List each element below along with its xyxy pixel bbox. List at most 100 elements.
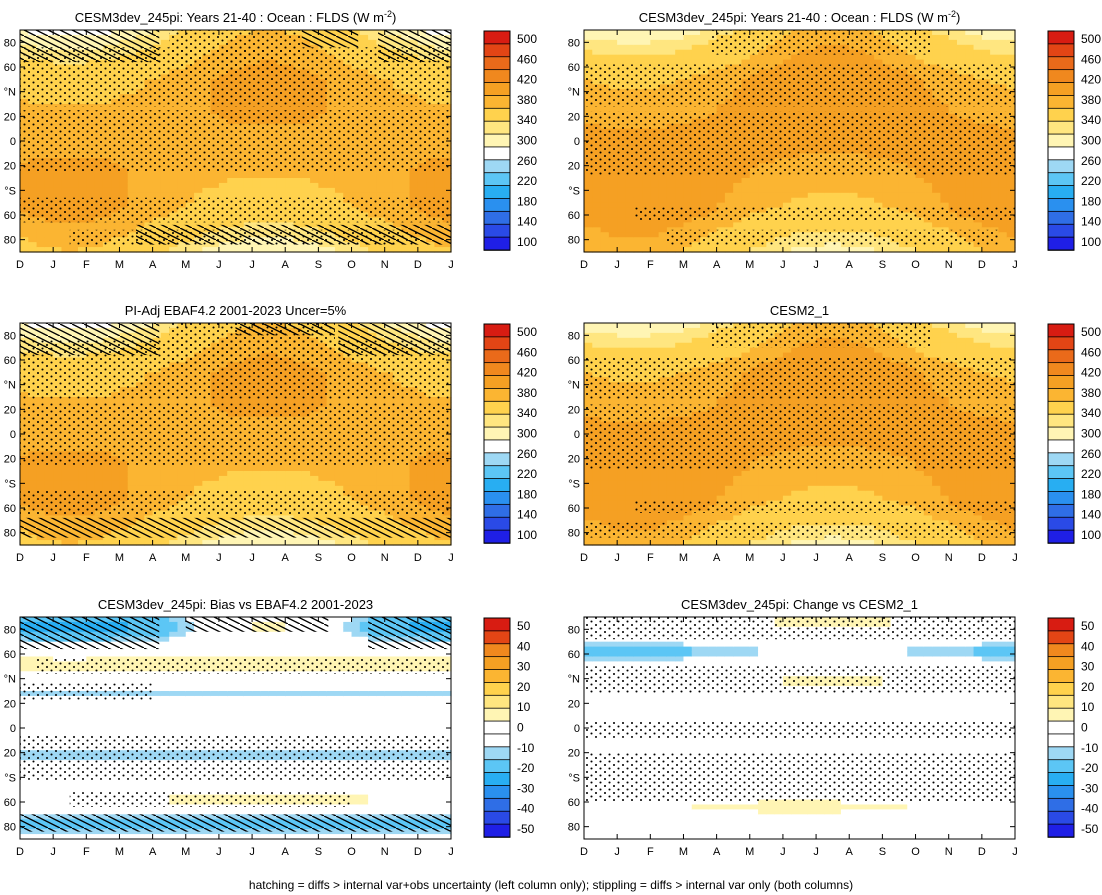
- field-cell: [633, 30, 643, 36]
- field-cell: [981, 34, 991, 41]
- field-cell: [849, 222, 859, 228]
- field-cell: [169, 242, 179, 248]
- field-cell: [160, 247, 170, 253]
- field-cell: [998, 49, 1008, 56]
- field-cell: [69, 247, 79, 253]
- field-cell: [61, 182, 71, 189]
- field-cell: [990, 49, 1000, 56]
- field-cell: [948, 59, 958, 66]
- field-cell: [708, 242, 718, 248]
- field-cell: [766, 222, 776, 228]
- field-cell: [840, 197, 850, 204]
- field-cell: [592, 202, 602, 209]
- field-cell: [1006, 44, 1016, 51]
- field-cell: [617, 217, 627, 223]
- field-cell: [144, 182, 154, 189]
- field-cell: [882, 178, 892, 184]
- field-cell: [650, 178, 660, 184]
- field-cell: [617, 197, 627, 204]
- field-cell: [890, 182, 900, 189]
- field-cell: [973, 59, 983, 66]
- field-cell: [716, 59, 726, 66]
- field-cell: [990, 39, 1000, 46]
- y-tick-label: 0: [574, 136, 580, 148]
- field-cell: [44, 222, 54, 228]
- field-cell: [666, 30, 676, 36]
- field-cell: [998, 173, 1008, 179]
- field-cell: [1006, 202, 1016, 209]
- field-cell: [625, 237, 635, 243]
- field-cell: [633, 173, 643, 179]
- field-cell: [617, 242, 627, 248]
- field-cell: [733, 104, 743, 110]
- field-cell: [981, 44, 991, 51]
- field-cell: [956, 187, 966, 194]
- chart-title: PI-Adj EBAF4.2 2001-2023 Uncer=5%: [125, 303, 347, 318]
- field-cell: [923, 104, 933, 110]
- field-cell: [741, 59, 751, 66]
- stipple-region: [584, 64, 1015, 107]
- field-cell: [791, 197, 801, 204]
- field-cell: [252, 192, 261, 199]
- field-cell: [625, 49, 635, 56]
- field-cell: [368, 247, 378, 253]
- field-cell: [774, 247, 784, 253]
- field-cell: [1006, 182, 1016, 189]
- colorbar-label: 380: [1081, 93, 1101, 107]
- field-cell: [658, 59, 668, 66]
- field-cell: [592, 217, 602, 223]
- field-cell: [915, 197, 925, 204]
- field-cell: [849, 54, 859, 61]
- colorbar-label: 140: [517, 215, 537, 229]
- field-cell: [948, 217, 958, 223]
- field-cell: [144, 187, 154, 194]
- field-cell: [584, 44, 593, 51]
- x-tick-label: J: [249, 259, 255, 271]
- field-cell: [890, 242, 900, 248]
- field-cell: [608, 217, 618, 223]
- field-cell: [965, 178, 975, 184]
- field-cell: [766, 173, 776, 179]
- field-cell: [675, 182, 685, 189]
- field-cell: [276, 187, 286, 194]
- field-cell: [766, 242, 776, 248]
- field-cell: [683, 173, 693, 179]
- field-cell: [343, 192, 353, 199]
- field-cell: [617, 178, 627, 184]
- field-cell: [592, 212, 602, 219]
- field-cell: [708, 192, 718, 199]
- field-cell: [243, 104, 253, 110]
- field-cell: [824, 222, 834, 228]
- field-cell: [608, 49, 618, 56]
- field-cell: [442, 178, 452, 184]
- field-cell: [592, 59, 602, 66]
- field-cell: [940, 217, 950, 223]
- field-cell: [102, 173, 112, 179]
- field-cell: [799, 104, 809, 110]
- field-cell: [898, 197, 908, 204]
- field-cell: [650, 197, 660, 204]
- field-cell: [276, 182, 286, 189]
- field-cell: [86, 182, 96, 189]
- field-cell: [650, 104, 660, 110]
- field-cell: [766, 54, 776, 61]
- field-cell: [69, 187, 79, 194]
- field-cell: [401, 187, 411, 194]
- field-cell: [700, 59, 709, 66]
- field-cell: [898, 182, 908, 189]
- field-cell: [102, 247, 112, 253]
- field-cell: [816, 59, 825, 66]
- field-cell: [940, 197, 950, 204]
- field-cell: [666, 59, 676, 66]
- y-tick-label: 60: [4, 210, 16, 222]
- field-cell: [874, 59, 883, 66]
- field-cell: [675, 242, 685, 248]
- field-cell: [807, 222, 817, 228]
- field-cell: [716, 192, 726, 199]
- field-cell: [409, 192, 419, 199]
- field-cell: [28, 178, 38, 184]
- field-cell: [235, 192, 245, 199]
- colorbar-label: 340: [1081, 113, 1101, 127]
- field-cell: [642, 232, 651, 238]
- field-cell: [948, 104, 958, 110]
